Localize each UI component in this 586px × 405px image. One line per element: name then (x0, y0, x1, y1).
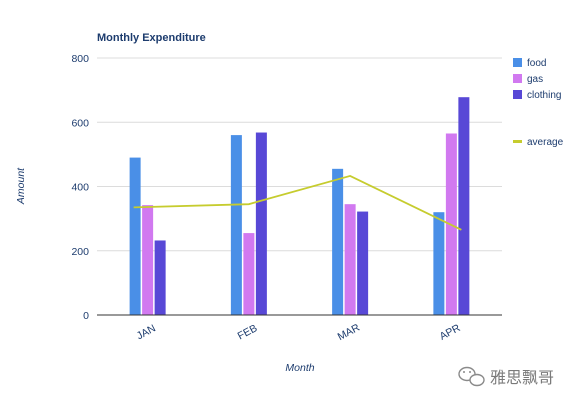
bar-clothing-jan (154, 240, 166, 315)
x-tick-label: APR (438, 322, 463, 343)
watermark: 雅思飘哥 (458, 366, 554, 387)
bar-clothing-mar (357, 211, 369, 315)
y-tick-label: 600 (71, 117, 89, 129)
legend-swatch-food (513, 58, 522, 67)
legend-label-average: average (527, 137, 564, 148)
y-axis-label: Amount (15, 167, 27, 205)
bar-gas-mar (344, 204, 356, 315)
y-tick-label: 800 (71, 53, 89, 65)
y-axis-ticks: 0 200 400 600 800 (71, 53, 89, 322)
legend-swatch-gas (513, 74, 522, 83)
legend-swatch-average (513, 140, 522, 143)
y-tick-label: 200 (71, 246, 89, 258)
line-average (133, 174, 462, 231)
x-axis-ticks: JAN FEB MAR APR (135, 321, 463, 343)
legend: food gas clothing average (513, 58, 564, 148)
x-tick-label: FEB (236, 322, 260, 342)
bar-gas-feb (243, 233, 255, 315)
average-line (133, 174, 462, 231)
bar-food-mar (332, 168, 344, 315)
x-tick-label: JAN (135, 322, 158, 342)
legend-label-clothing: clothing (527, 90, 561, 101)
legend-label-gas: gas (527, 74, 543, 85)
bar-food-feb (230, 135, 242, 315)
y-tick-label: 400 (71, 182, 89, 194)
x-tick-label: MAR (336, 321, 363, 343)
legend-label-food: food (527, 58, 546, 69)
bar-clothing-apr (458, 97, 470, 315)
bar-food-jan (129, 157, 141, 315)
watermark-text: 雅思飘哥 (490, 368, 554, 387)
bar-gas-jan (142, 205, 154, 315)
legend-swatch-clothing (513, 90, 522, 99)
wechat-icon (458, 366, 485, 387)
bar-food-apr (433, 212, 445, 315)
x-axis-label: Month (285, 362, 314, 374)
bar-clothing-feb (255, 132, 267, 315)
y-tick-label: 0 (83, 310, 89, 322)
chart-title: Monthly Expenditure (97, 32, 206, 44)
